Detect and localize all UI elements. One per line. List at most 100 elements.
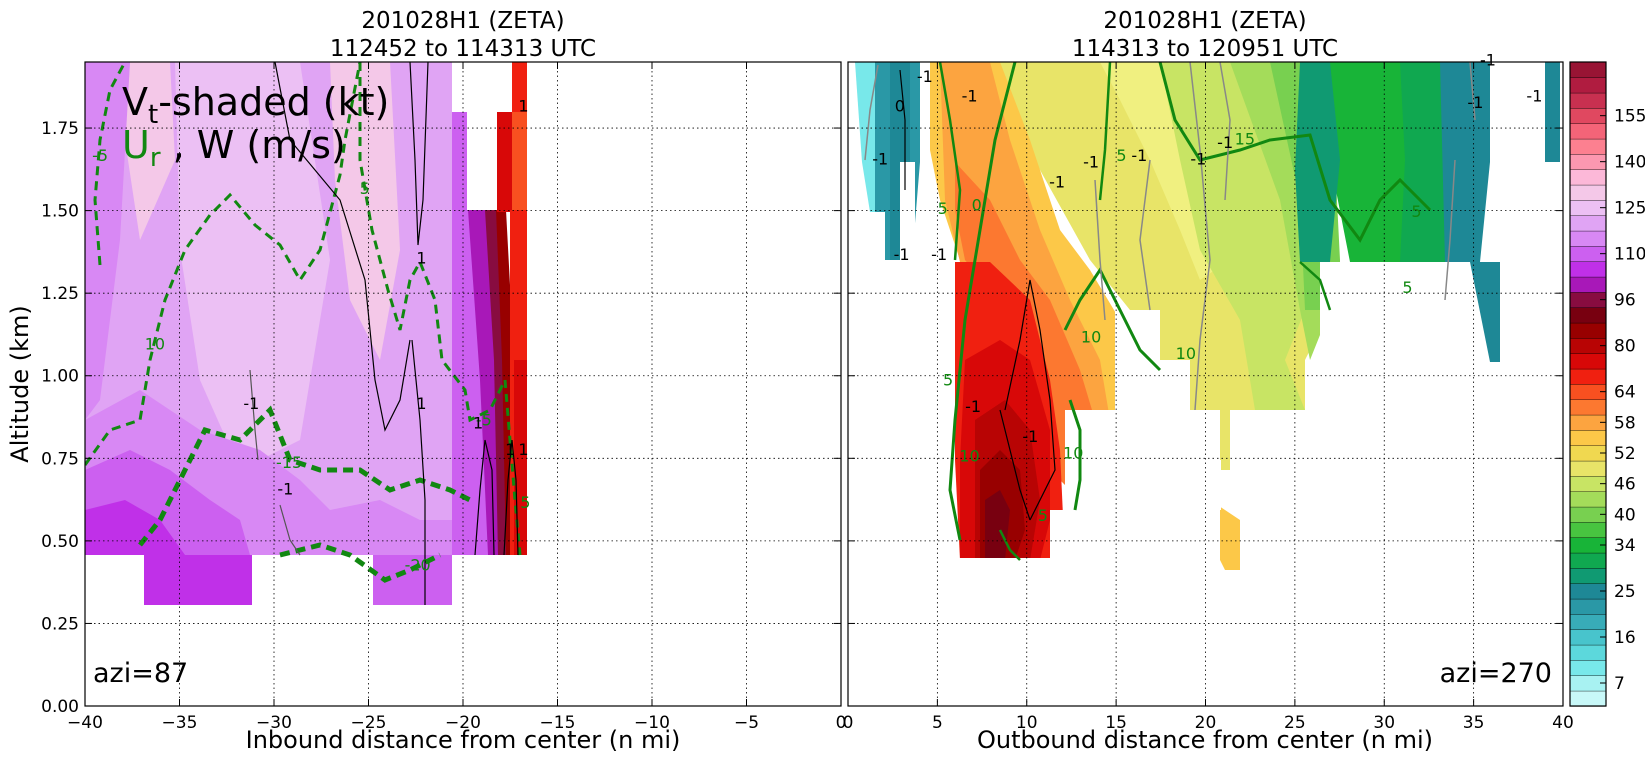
left-ur-contour-minus5: [93, 62, 127, 266]
right-void-top-left: [848, 62, 855, 162]
right-contour-label: -1: [962, 87, 978, 106]
right-contour-label: 5: [1116, 146, 1126, 165]
left-contour-label: 1: [416, 394, 426, 413]
colorbar-swatch: [1569, 460, 1607, 477]
right-ur-contour-5b: [998, 529, 1021, 561]
right-shading: [848, 62, 1563, 706]
colorbar-tick-label: 140: [1614, 153, 1645, 173]
left-blank-lower-c: [144, 605, 252, 706]
left-w-contour-a: [274, 62, 411, 432]
right-void-bottom-g: [1240, 570, 1250, 706]
colorbar-swatch: [1569, 215, 1607, 232]
left-w-contour-b: [409, 62, 429, 246]
right-contour-label: 10: [1081, 328, 1101, 347]
right-ur-contour-10a: [1063, 267, 1162, 372]
left-ur-contour-edge: [503, 379, 522, 556]
colorbar-ticks: 155 140 125 110 96 80 64 58 52 46 40 34 25 16 7: [1600, 107, 1645, 694]
right-void-left-b: [855, 212, 885, 706]
left-x-tick-label: −35: [162, 713, 198, 733]
colorbar-swatch: [1569, 276, 1607, 293]
left-contour-label: 1: [473, 414, 483, 433]
colorbar-swatch: [1569, 399, 1607, 416]
right-void-bottom-f: [1305, 410, 1563, 510]
left-w-contour-f: [249, 369, 259, 461]
right-void-bottom-d: [1220, 460, 1221, 510]
colorbar-swatch: [1569, 659, 1607, 676]
right-contour-label: 5: [938, 199, 948, 218]
left-grid: [85, 62, 841, 707]
colorbar-swatch: [1569, 598, 1607, 615]
y-tick-label: 0.25: [41, 614, 79, 634]
left-field-purple: [85, 500, 185, 555]
left-y-ticks: 0.00 0.25 0.50 0.75 1.00 1.25 1.50 1.75: [41, 119, 79, 717]
right-x-tick-label: 0: [843, 713, 854, 733]
right-contour-label: 5: [943, 371, 953, 390]
right-contour-label: -1: [1083, 153, 1099, 172]
colorbar-tick-label: 25: [1614, 582, 1636, 602]
left-w-contour-d: [474, 439, 495, 556]
right-x-tick-label: 20: [1195, 713, 1217, 733]
right-x-tick-label: 40: [1552, 713, 1574, 733]
right-void-right-c: [1395, 310, 1410, 410]
left-field-light-lavender: [175, 62, 330, 470]
colorbar-swatch: [1569, 644, 1607, 661]
colorbar-swatch: [1569, 353, 1607, 370]
right-w-contour-gray-g: [1469, 62, 1476, 121]
left-contour-label: -5: [476, 410, 492, 429]
left-x-tick-label: −30: [256, 713, 292, 733]
right-contour-label: -1: [1131, 146, 1147, 165]
colorbar-tick-label: 155: [1614, 107, 1645, 127]
left-blank-lower-b: [252, 555, 373, 706]
colorbar-tick-label: 46: [1614, 475, 1636, 495]
left-field-lower-block-a: [144, 555, 252, 605]
colorbar-swatch: [1569, 138, 1607, 155]
left-shading: [85, 62, 527, 706]
left-x-tick-label: 0: [836, 713, 847, 733]
right-void-right-b: [1410, 262, 1445, 410]
colorbar-tick-label: 16: [1614, 628, 1636, 648]
left-azimuth-annotation: azi=87: [93, 658, 188, 689]
right-x-tick-label: 15: [1105, 713, 1127, 733]
right-void-right-f: [1490, 62, 1545, 162]
left-contour-label: 1: [518, 440, 528, 459]
right-void-mid-b: [1115, 310, 1160, 410]
colorbar-swatch: [1569, 123, 1607, 140]
colorbar-swatch: [1569, 521, 1607, 538]
right-x-tick-label: 25: [1284, 713, 1306, 733]
y-tick-label: 1.50: [41, 202, 79, 222]
overlay-label-vt: Vt-shaded (kt): [122, 80, 389, 130]
colorbar-tick-label: 34: [1614, 536, 1636, 556]
colorbar-tick-label: 96: [1614, 291, 1636, 311]
y-axis-label: Altitude (km): [6, 305, 34, 462]
colorbar-tick-label: 40: [1614, 505, 1636, 525]
left-eyewall-red-mid2: [512, 112, 527, 212]
right-void-left-d: [900, 310, 955, 706]
left-contour-label: -1: [243, 394, 259, 413]
left-field-pale-pink-2: [125, 62, 175, 240]
left-contour-label: 1: [505, 440, 515, 459]
right-x-tick-label: 5: [932, 713, 943, 733]
left-gap-white: [452, 62, 497, 112]
right-w-contour-c: [899, 69, 906, 190]
left-w-contour-e: [503, 439, 519, 556]
right-ur-contour-right: [1299, 261, 1332, 311]
left-eyewall-red-mid: [497, 112, 513, 212]
right-x-tick-label: 10: [1016, 713, 1038, 733]
y-tick-label: 1.75: [41, 119, 79, 139]
colorbar-tick-label: 80: [1614, 337, 1636, 357]
right-contour-label: -1: [917, 67, 933, 86]
left-title-line2: 112452 to 114313 UTC: [330, 36, 596, 62]
right-contour-label: 5: [1038, 506, 1048, 525]
right-void-bottom-a: [955, 558, 1050, 706]
right-ur-contour-green-mid: [1098, 62, 1112, 201]
colorbar-tick-label: 110: [1614, 245, 1645, 265]
left-x-tick-label: −5: [734, 713, 759, 733]
left-gap-white-2: [467, 112, 497, 210]
right-contour-label: -1: [1022, 427, 1038, 446]
right-x-tick-label: 35: [1463, 713, 1485, 733]
left-contour-label: -5: [92, 146, 108, 165]
colorbar-tick-label: 52: [1614, 444, 1636, 464]
right-w-contour-gray-a: [864, 64, 879, 161]
